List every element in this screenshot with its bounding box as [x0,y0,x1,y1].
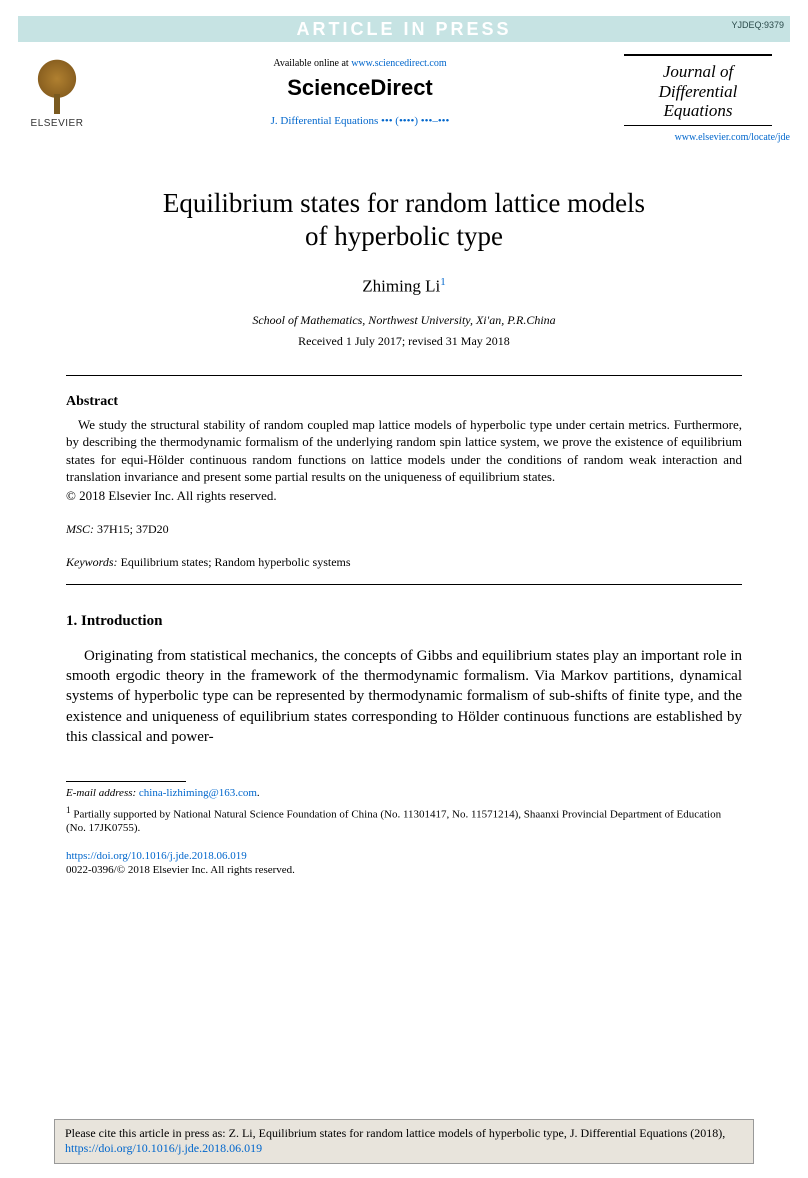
author-line: Zhiming Li1 [18,276,790,297]
email-label: E-mail address: [66,787,136,799]
elsevier-label: ELSEVIER [31,118,84,129]
affiliation: School of Mathematics, Northwest Univers… [18,313,790,328]
header-row: ELSEVIER Available online at www.science… [18,54,790,143]
citation-prefix: Please cite this article in press as: Z.… [65,1126,725,1140]
footnote-rule [66,781,186,782]
msc-value: 37H15; 37D20 [94,522,169,536]
msc-line: MSC: 37H15; 37D20 [66,522,742,537]
article-title: Equilibrium states for random lattice mo… [18,187,790,255]
author-sup: 1 [440,276,446,288]
keywords-line: Keywords: Equilibrium states; Random hyp… [66,555,742,570]
abstract-copyright: © 2018 Elsevier Inc. All rights reserved… [66,488,742,504]
keywords-value: Equilibrium states; Random hyperbolic sy… [118,555,351,569]
msc-label: MSC: [66,522,94,536]
journal-title-box: Journal of Differential Equations [624,54,772,126]
section-1-heading: 1. Introduction [66,613,742,630]
keywords-label: Keywords: [66,555,118,569]
banner-code: YJDEQ:9379 [731,20,784,30]
author-name: Zhiming Li [362,277,440,296]
citation-box: Please cite this article in press as: Z.… [54,1119,754,1164]
rule-top [66,375,742,376]
journal-name-l2: Differential [628,82,768,102]
journal-url-link[interactable]: www.elsevier.com/locate/jde [624,132,790,143]
journal-box-block: Journal of Differential Equations www.el… [624,54,790,143]
section-1-para: Originating from statistical mechanics, … [66,646,742,747]
received-revised-dates: Received 1 July 2017; revised 31 May 201… [18,334,790,349]
journal-name-l1: Journal of [628,62,768,82]
elsevier-logo-block: ELSEVIER [18,54,96,129]
in-press-banner: ARTICLE IN PRESS YJDEQ:9379 [18,16,790,42]
footnote-funding: 1 Partially supported by National Natura… [66,805,742,836]
bottom-copyright: 0022-0396/© 2018 Elsevier Inc. All right… [66,864,742,876]
banner-text: ARTICLE IN PRESS [296,19,511,40]
abstract-body: We study the structural stability of ran… [66,416,742,486]
email-link[interactable]: china-lizhiming@163.com [139,787,257,799]
available-online-line: Available online at www.sciencedirect.co… [96,58,624,69]
citation-doi-link[interactable]: https://doi.org/10.1016/j.jde.2018.06.01… [65,1141,262,1155]
abstract-heading: Abstract [66,394,742,410]
journal-citation-short[interactable]: J. Differential Equations ••• (••••) •••… [96,115,624,127]
header-center: Available online at www.sciencedirect.co… [96,54,624,127]
footnote-funding-text: Partially supported by National Natural … [66,808,721,834]
rule-bottom [66,584,742,585]
sciencedirect-logo: ScienceDirect [96,75,624,101]
elsevier-tree-icon [28,54,86,116]
sciencedirect-link[interactable]: www.sciencedirect.com [351,58,446,69]
doi-link[interactable]: https://doi.org/10.1016/j.jde.2018.06.01… [66,850,742,862]
footnote-email: E-mail address: china-lizhiming@163.com. [66,786,742,800]
journal-name-l3: Equations [628,101,768,121]
